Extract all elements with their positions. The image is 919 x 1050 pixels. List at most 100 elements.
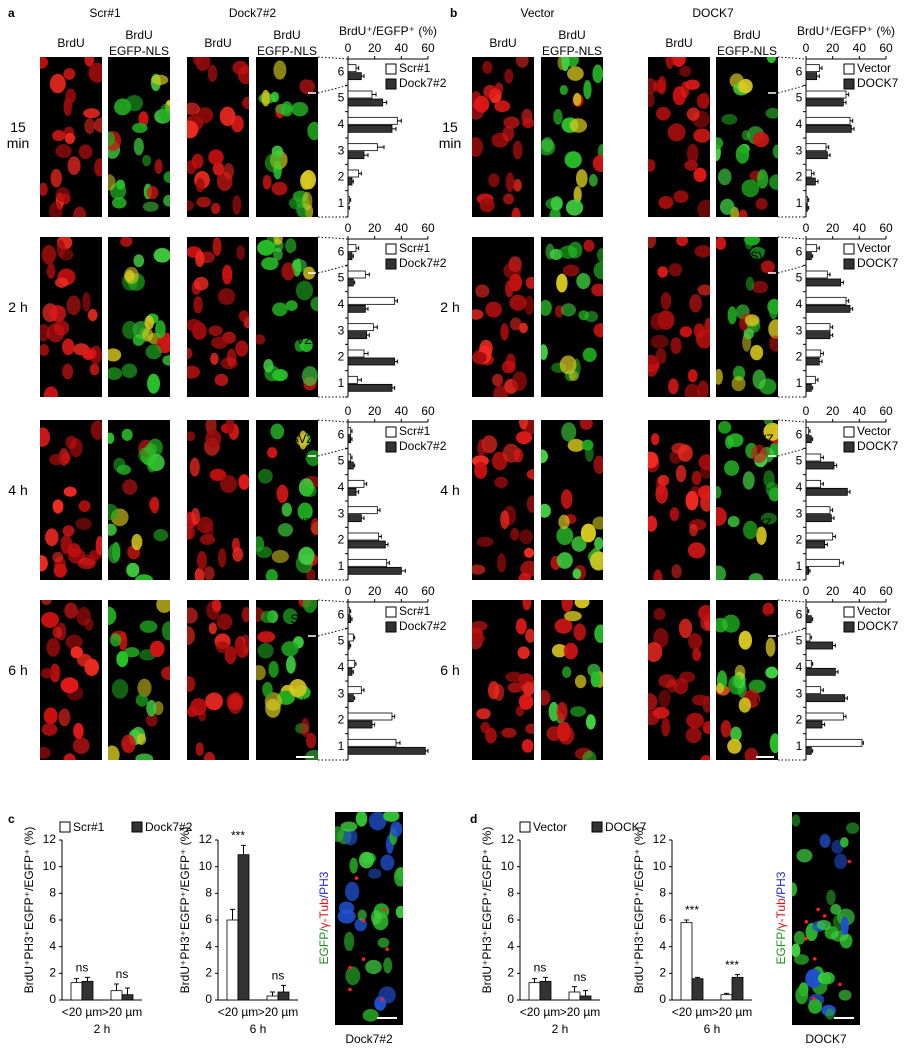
x-tick-label: 40 <box>853 584 867 598</box>
bar <box>805 427 810 436</box>
y-tick-label: 5 <box>796 454 803 468</box>
cell <box>648 710 660 726</box>
x-axis-title: 2 h <box>94 1022 111 1036</box>
error-bar <box>365 272 370 277</box>
cell <box>217 288 236 305</box>
cell <box>281 502 293 517</box>
centrosome <box>804 920 809 924</box>
cell <box>275 103 292 115</box>
y-tick-label: 3 <box>338 323 345 337</box>
bar <box>805 633 811 642</box>
bar <box>347 323 374 332</box>
cell <box>72 737 90 755</box>
cell <box>574 674 587 689</box>
error-bar <box>844 696 848 701</box>
cell <box>494 82 504 96</box>
micrograph <box>256 420 318 580</box>
cell <box>580 523 596 543</box>
cell <box>585 445 594 462</box>
cell <box>60 677 79 694</box>
cell <box>541 449 549 464</box>
legend-label: Scr#1 <box>73 820 105 834</box>
cell <box>142 201 159 212</box>
legend-label: DOCK7 <box>857 439 899 453</box>
panel-letter: c <box>8 812 15 826</box>
error-bar <box>811 437 814 442</box>
micrograph <box>716 57 778 217</box>
cell <box>667 123 686 142</box>
legend-swatch <box>843 243 855 255</box>
cell <box>285 300 298 311</box>
cell <box>227 694 243 714</box>
legend-swatch <box>385 243 397 255</box>
error-bar <box>349 197 352 202</box>
cell <box>805 968 822 989</box>
cell <box>108 606 117 626</box>
cell <box>727 516 740 528</box>
bar <box>805 566 810 575</box>
cell <box>55 277 69 288</box>
micrograph-bg <box>187 600 249 760</box>
legend-label: Vector <box>857 604 891 618</box>
cell <box>195 177 205 193</box>
cell <box>741 129 750 141</box>
cell <box>273 60 287 80</box>
y-tick-label: 4 <box>338 297 345 311</box>
bar <box>347 357 396 366</box>
y-tick-label: 6 <box>338 64 345 78</box>
legend-label: DOCK7 <box>857 619 899 633</box>
cell <box>741 179 760 198</box>
error-bar <box>846 298 850 303</box>
cell <box>368 868 382 879</box>
error-bar <box>820 481 824 486</box>
micrograph <box>187 420 249 580</box>
significance: *** <box>725 958 739 972</box>
cell <box>553 108 563 125</box>
x-tick-label: 60 <box>879 584 893 598</box>
bar <box>805 686 822 695</box>
cell <box>256 546 273 559</box>
error-bar <box>352 179 354 184</box>
y-axis-title: BrdU⁺PH3⁺EGFP⁺/EGFP⁺ (%) <box>22 827 36 994</box>
bar <box>539 980 552 1001</box>
cell <box>592 154 603 173</box>
error-bar <box>378 534 382 539</box>
cell <box>139 620 158 633</box>
cell <box>208 622 217 635</box>
cell <box>679 326 693 338</box>
y-tick-label: 1 <box>796 739 803 753</box>
bar <box>805 331 831 340</box>
cell <box>673 678 689 695</box>
panel-letter: a <box>8 6 15 20</box>
cell <box>41 245 57 265</box>
cell <box>675 465 687 483</box>
cell <box>472 564 486 575</box>
legend-label: Dock7#2 <box>145 820 193 834</box>
cell <box>765 107 778 119</box>
cell <box>84 117 95 135</box>
x-tick-label: 0 <box>345 584 352 598</box>
cell <box>232 60 249 75</box>
cell <box>212 161 224 176</box>
error-bar <box>281 984 286 992</box>
cell <box>597 248 603 263</box>
error-bar <box>811 385 814 390</box>
centrosome <box>812 957 817 961</box>
cell <box>343 828 358 846</box>
cell <box>153 529 169 542</box>
centrosome <box>354 876 359 880</box>
cell <box>691 694 709 706</box>
error-bar <box>349 609 352 614</box>
legend-label: DOCK7 <box>857 76 899 90</box>
cell <box>593 455 603 475</box>
cell <box>476 708 491 720</box>
y-tick-label: 1 <box>796 196 803 210</box>
error-bar <box>356 66 360 71</box>
error-bar <box>349 643 352 648</box>
cell <box>195 742 204 756</box>
bar <box>347 124 393 133</box>
zoom-line <box>317 599 349 603</box>
error-bar <box>361 516 365 521</box>
cell <box>678 618 693 639</box>
error-bar <box>382 100 388 105</box>
